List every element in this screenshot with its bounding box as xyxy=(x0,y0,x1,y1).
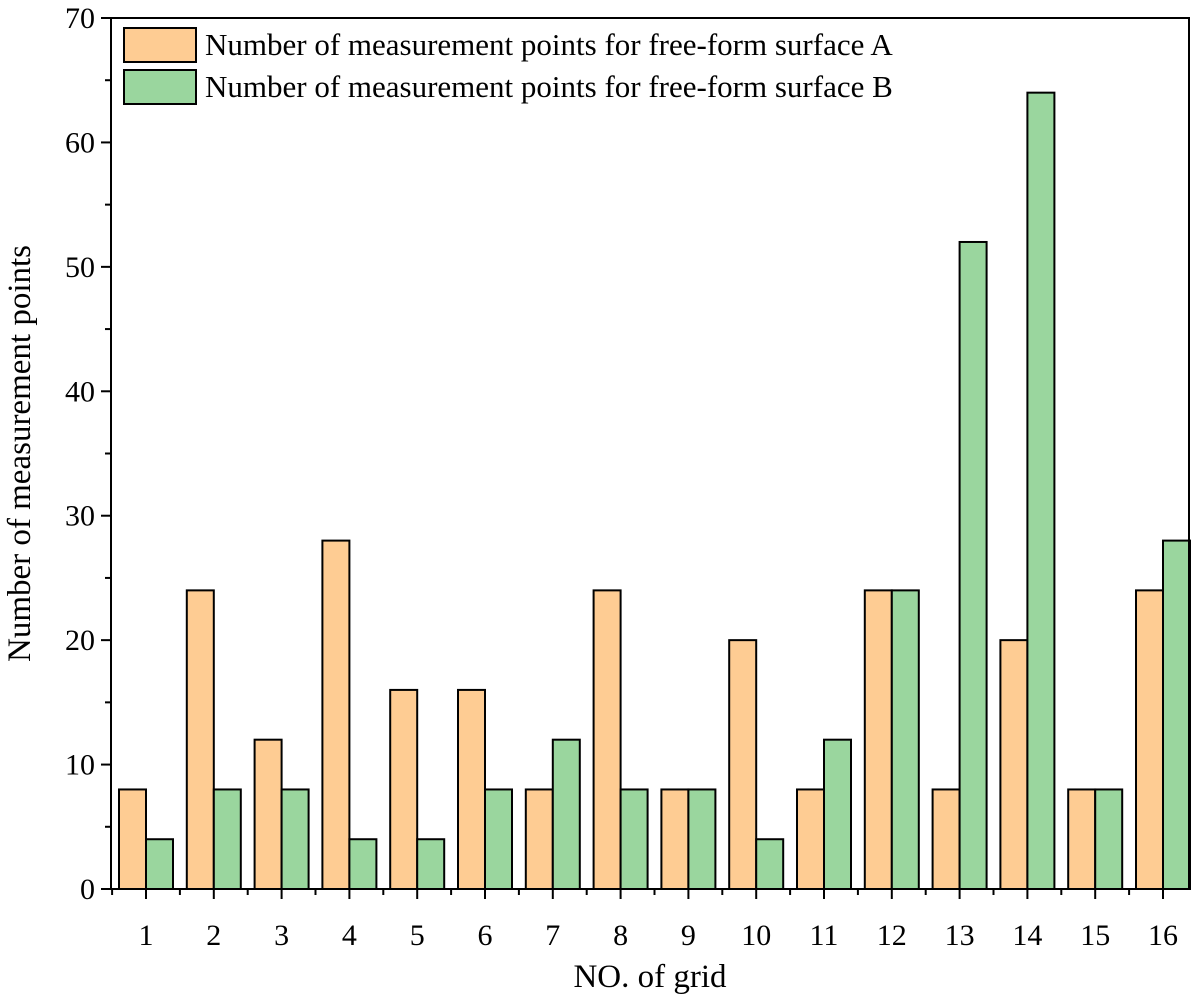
x-tick-label-8: 8 xyxy=(613,919,628,952)
bar-seriesB-grid-13 xyxy=(958,240,988,890)
legend: Number of measurement points for free-fo… xyxy=(123,27,893,105)
x-tick-label-10: 10 xyxy=(741,919,771,952)
bar-seriesA-grid-6 xyxy=(457,688,486,891)
bar-seriesB-grid-16 xyxy=(1162,539,1191,890)
y-tick-label-10: 10 xyxy=(65,749,95,782)
bar-seriesB-grid-14 xyxy=(1026,91,1056,890)
x-tick-label-6: 6 xyxy=(478,919,493,952)
bar-seriesA-grid-7 xyxy=(524,788,554,891)
x-tick-label-7: 7 xyxy=(545,919,560,952)
bar-seriesA-grid-15 xyxy=(1067,788,1097,891)
bar-seriesA-grid-2 xyxy=(185,589,215,890)
bar-seriesB-grid-11 xyxy=(823,738,852,891)
bar-seriesA-grid-14 xyxy=(999,639,1029,891)
bar-seriesA-grid-8 xyxy=(592,589,622,890)
bar-seriesB-grid-9 xyxy=(687,788,717,891)
bar-seriesB-grid-1 xyxy=(145,838,174,891)
bar-seriesB-grid-10 xyxy=(755,838,785,891)
x-tick-label-5: 5 xyxy=(410,919,425,952)
bar-seriesB-grid-6 xyxy=(484,788,513,891)
bar-seriesB-grid-12 xyxy=(890,589,920,890)
bar-seriesB-grid-5 xyxy=(416,838,446,891)
y-tick-label-50: 50 xyxy=(65,251,95,284)
bar-seriesA-grid-9 xyxy=(660,788,690,891)
bar-seriesB-grid-8 xyxy=(619,788,649,891)
bar-seriesA-grid-13 xyxy=(931,788,961,891)
bar-seriesA-grid-3 xyxy=(253,738,283,891)
x-tick-label-9: 9 xyxy=(681,919,696,952)
bar-seriesA-grid-12 xyxy=(863,589,893,890)
bar-seriesB-grid-7 xyxy=(551,738,581,891)
bars-layer xyxy=(118,91,1191,891)
x-tick-label-4: 4 xyxy=(342,919,357,952)
x-tick-label-15: 15 xyxy=(1080,919,1110,952)
y-tick-label-70: 70 xyxy=(65,2,95,35)
bar-seriesB-grid-15 xyxy=(1094,788,1124,891)
x-tick-label-3: 3 xyxy=(274,919,289,952)
y-tick-label-40: 40 xyxy=(65,375,95,408)
bar-seriesB-grid-2 xyxy=(212,788,242,891)
y-tick-label-0: 0 xyxy=(80,873,95,906)
x-tick-label-11: 11 xyxy=(810,919,839,952)
legend-label-A: Number of measurement points for free-fo… xyxy=(205,27,893,62)
x-axis-title: NO. of grid xyxy=(573,959,727,995)
legend-swatch-B xyxy=(123,69,197,105)
bar-seriesA-grid-1 xyxy=(118,788,147,891)
y-tick-label-30: 30 xyxy=(65,500,95,533)
x-tick-label-12: 12 xyxy=(877,919,907,952)
y-tick-label-20: 20 xyxy=(65,624,95,657)
bar-seriesB-grid-3 xyxy=(280,788,310,891)
bar-seriesA-grid-11 xyxy=(796,788,825,891)
y-tick-label-60: 60 xyxy=(65,126,95,159)
x-tick-label-1: 1 xyxy=(139,919,154,952)
x-tick-label-14: 14 xyxy=(1012,919,1042,952)
legend-swatch-A xyxy=(123,27,197,63)
bar-seriesA-grid-5 xyxy=(389,688,419,891)
x-tick-label-2: 2 xyxy=(206,919,221,952)
bar-seriesA-grid-10 xyxy=(728,639,758,891)
legend-label-B: Number of measurement points for free-fo… xyxy=(205,69,893,104)
x-tick-label-16: 16 xyxy=(1148,919,1178,952)
bar-seriesA-grid-16 xyxy=(1135,589,1164,890)
x-tick-label-13: 13 xyxy=(945,919,975,952)
bar-seriesB-grid-4 xyxy=(348,838,378,891)
bar-seriesA-grid-4 xyxy=(321,539,351,890)
y-axis-title: Number of measurement points xyxy=(2,245,38,662)
